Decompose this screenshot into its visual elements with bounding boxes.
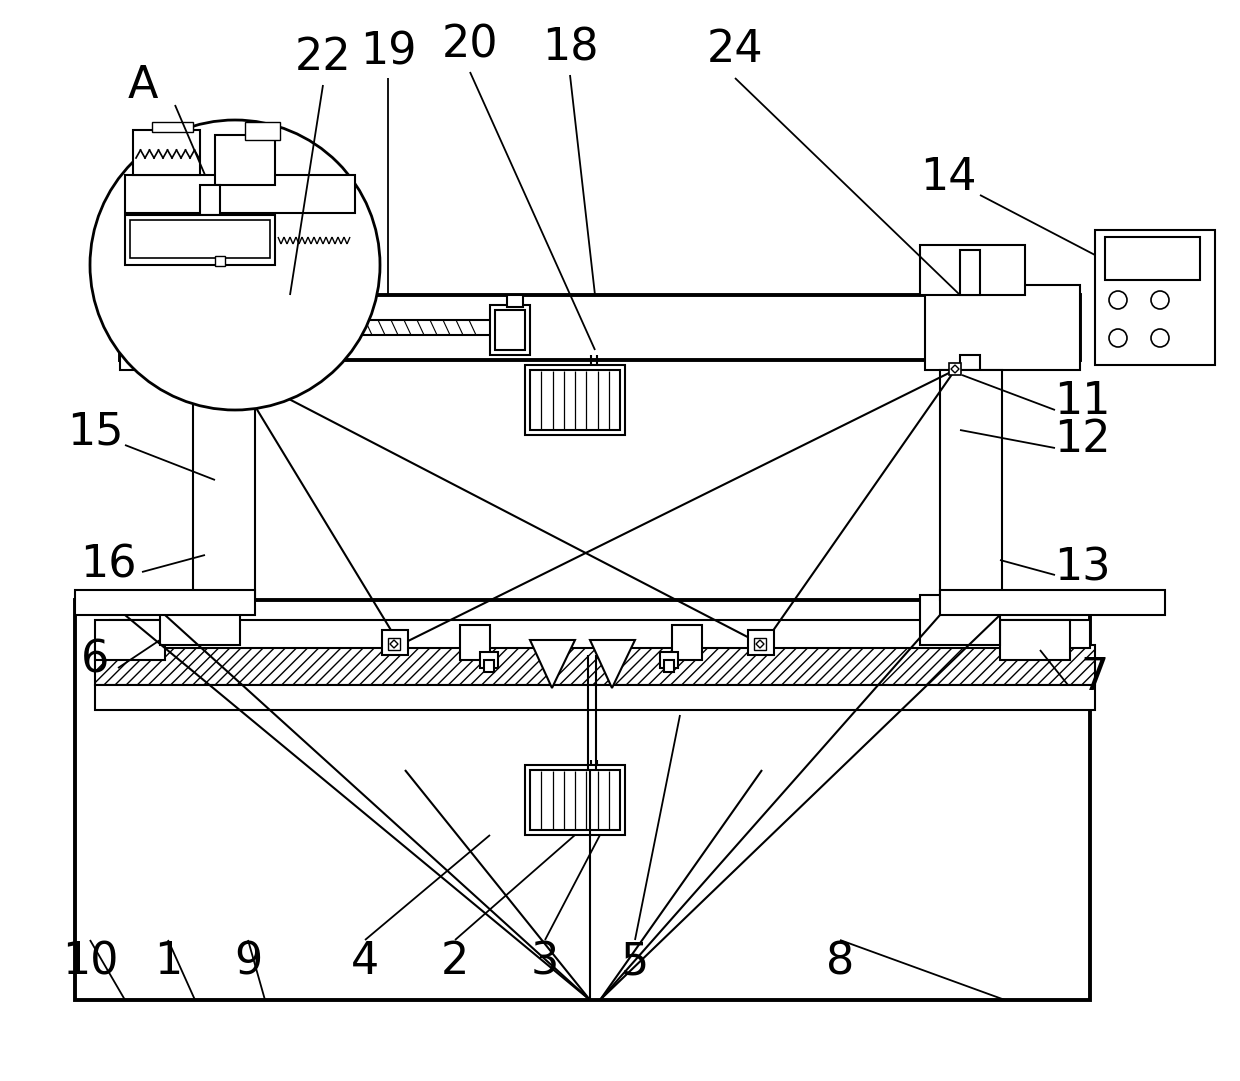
Bar — [200, 185, 219, 215]
Circle shape — [1109, 291, 1127, 309]
Bar — [120, 295, 1080, 360]
Polygon shape — [529, 640, 575, 688]
Bar — [480, 652, 498, 668]
Bar — [388, 638, 401, 650]
Bar — [110, 620, 1090, 648]
Text: 12: 12 — [1054, 418, 1110, 462]
Bar — [227, 363, 239, 375]
Bar — [215, 256, 224, 266]
Bar — [672, 625, 702, 660]
Circle shape — [1151, 329, 1169, 347]
Text: A: A — [128, 64, 159, 107]
Bar — [95, 645, 1095, 685]
Bar — [148, 302, 215, 350]
Bar — [663, 660, 675, 672]
Bar — [74, 590, 255, 615]
Bar — [160, 595, 241, 645]
Bar — [153, 122, 193, 132]
Text: 18: 18 — [542, 27, 598, 69]
Text: 13: 13 — [1054, 547, 1110, 589]
Text: 4: 4 — [351, 940, 379, 984]
Text: 2: 2 — [440, 940, 469, 984]
Bar — [495, 310, 525, 350]
Text: 16: 16 — [79, 544, 136, 587]
Bar — [74, 600, 1090, 1000]
Bar — [1095, 230, 1215, 365]
Text: 6: 6 — [81, 639, 109, 681]
Bar — [133, 130, 200, 175]
Text: 14: 14 — [920, 157, 976, 200]
Polygon shape — [229, 365, 237, 373]
Bar — [484, 660, 494, 672]
Bar — [118, 245, 250, 295]
Text: 3: 3 — [531, 940, 559, 984]
Polygon shape — [391, 640, 398, 648]
Text: 10: 10 — [62, 940, 118, 984]
Bar — [125, 175, 355, 213]
Polygon shape — [590, 640, 635, 688]
Bar — [925, 285, 1080, 370]
Circle shape — [1151, 291, 1169, 309]
Bar — [193, 370, 255, 600]
Bar — [95, 620, 165, 660]
Bar — [660, 652, 678, 668]
Text: 24: 24 — [707, 28, 764, 71]
Bar — [999, 620, 1070, 660]
Bar — [529, 370, 620, 430]
Circle shape — [91, 120, 379, 410]
Bar — [920, 595, 999, 645]
Bar — [920, 245, 1025, 295]
Text: 20: 20 — [441, 24, 498, 67]
Bar — [940, 370, 1002, 600]
Text: 19: 19 — [360, 30, 417, 74]
Bar — [130, 221, 270, 258]
Polygon shape — [756, 640, 764, 648]
Bar — [460, 625, 490, 660]
Bar — [215, 135, 275, 185]
Polygon shape — [951, 365, 959, 373]
Bar — [507, 295, 523, 307]
Bar — [940, 590, 1166, 615]
Bar — [754, 638, 766, 650]
Bar — [525, 365, 625, 435]
Bar — [120, 285, 224, 370]
Bar — [960, 250, 980, 295]
Bar — [219, 355, 241, 370]
Circle shape — [1109, 329, 1127, 347]
Text: 5: 5 — [621, 940, 649, 984]
Bar — [490, 305, 529, 355]
Bar — [382, 630, 408, 655]
Bar — [143, 297, 219, 355]
Bar — [529, 770, 620, 830]
Bar — [246, 122, 280, 141]
Bar — [960, 355, 980, 370]
Bar — [1105, 237, 1200, 280]
Text: 9: 9 — [234, 940, 262, 984]
Text: 7: 7 — [1081, 656, 1109, 699]
Text: 22: 22 — [295, 37, 351, 80]
Text: 11: 11 — [1054, 381, 1110, 424]
Bar — [125, 215, 275, 265]
Bar — [949, 363, 961, 375]
Bar — [525, 765, 625, 835]
Text: 1: 1 — [154, 940, 182, 984]
Bar — [219, 250, 241, 295]
Text: 15: 15 — [67, 411, 123, 454]
Bar — [748, 630, 774, 655]
Text: 8: 8 — [826, 940, 854, 984]
Bar — [95, 685, 1095, 710]
